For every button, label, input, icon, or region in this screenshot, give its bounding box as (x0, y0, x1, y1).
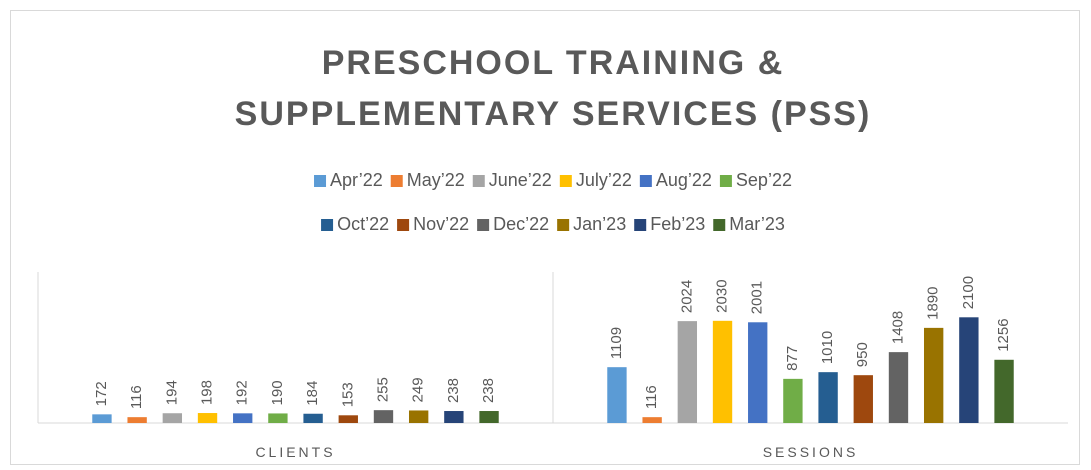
bar (642, 417, 662, 423)
data-label: 153 (339, 382, 356, 407)
legend-swatch (314, 175, 327, 187)
data-label: 950 (854, 342, 871, 367)
data-label: 116 (643, 385, 660, 409)
bar (233, 413, 253, 423)
bar (888, 352, 909, 423)
data-label: 877 (784, 346, 801, 371)
legend-label: Nov’22 (413, 214, 469, 234)
bar (712, 320, 733, 423)
data-label: 2100 (960, 276, 977, 309)
legend-label: Apr’22 (330, 170, 383, 190)
legend-label: Sep’22 (736, 170, 792, 190)
bar (127, 417, 147, 423)
data-label: 194 (163, 380, 180, 405)
data-label: 255 (374, 377, 391, 402)
data-label: 2024 (678, 280, 695, 313)
legend-swatch (557, 219, 570, 231)
data-label: 172 (93, 381, 110, 406)
legend-swatch (472, 175, 485, 187)
legend-label: Dec’22 (493, 214, 549, 234)
bar (479, 411, 499, 423)
legend-row: Oct’22 Nov’22 Dec’22 Jan’23 Feb’23 Mar’23 (321, 214, 785, 234)
data-label: 190 (269, 380, 286, 405)
legend-swatch (639, 175, 652, 187)
bar (783, 378, 803, 423)
legend-label: Oct’22 (337, 214, 389, 234)
bar (408, 410, 429, 423)
data-label: 249 (410, 377, 427, 402)
data-label: 184 (304, 381, 321, 406)
legend-swatch (397, 219, 410, 231)
bar (373, 410, 394, 423)
bar (268, 413, 288, 423)
bar (677, 321, 698, 423)
data-label: 238 (480, 378, 497, 403)
bar (92, 414, 112, 423)
bar (748, 322, 768, 423)
legend-label: Aug’22 (656, 170, 712, 190)
data-label: 116 (128, 385, 145, 409)
bar (338, 415, 358, 423)
legend-label: May’22 (407, 170, 465, 190)
data-label: 238 (445, 378, 462, 403)
bar (923, 327, 944, 423)
legend-label: Feb’23 (650, 214, 705, 234)
bar (197, 413, 218, 423)
data-label: 1256 (995, 318, 1012, 351)
legend-label: Mar’23 (729, 214, 785, 234)
bar (818, 372, 838, 423)
bar (444, 411, 464, 423)
bar (853, 375, 873, 423)
x-tick-label: SESSIONS (763, 444, 859, 460)
data-label: 198 (198, 380, 215, 405)
legend-label: July’22 (576, 170, 632, 190)
chart-title: PRESCHOOL TRAINING & SUPPLEMENTARY SERVIC… (235, 44, 872, 133)
bar (162, 413, 183, 423)
legend-swatch (634, 219, 647, 231)
data-label: 1010 (819, 331, 836, 364)
legend-swatch (713, 219, 726, 231)
data-label: 2001 (749, 281, 766, 314)
legend-swatch (390, 175, 403, 187)
bar (994, 359, 1014, 423)
legend-label: June’22 (489, 170, 552, 190)
data-label: 1408 (889, 311, 906, 344)
legend-swatch (719, 175, 732, 187)
data-label: 192 (234, 380, 251, 405)
data-label: 1890 (925, 286, 942, 319)
bar (959, 317, 979, 423)
legend-swatch (477, 219, 490, 231)
bar (303, 413, 323, 423)
bar (607, 367, 627, 423)
data-label: 1109 (608, 327, 625, 359)
legend-swatch (559, 175, 572, 187)
legend-label: Jan’23 (573, 214, 626, 234)
x-tick-label: CLIENTS (255, 444, 335, 460)
legend-swatch (321, 219, 334, 231)
legend-row: Apr’22 May’22 June’22 July’22 Aug’22 Sep’22 (314, 170, 792, 190)
data-label: 2030 (713, 279, 730, 312)
